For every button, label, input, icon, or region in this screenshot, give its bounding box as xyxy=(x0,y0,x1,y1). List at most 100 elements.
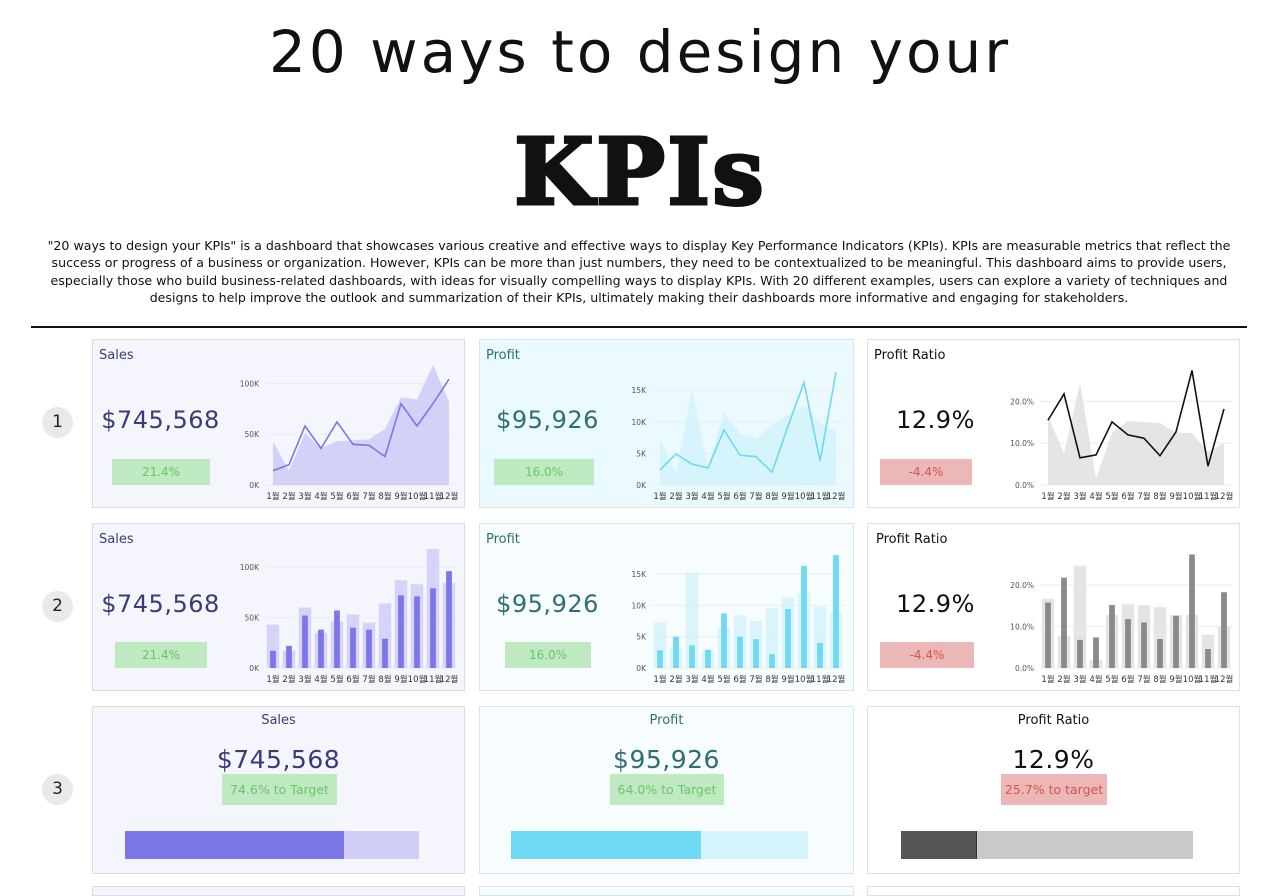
kpi-title: Profit xyxy=(486,532,520,547)
x-tick-label: 6월 xyxy=(1121,674,1134,685)
kpi-value: $745,568 xyxy=(216,745,341,774)
comparison-bar xyxy=(653,622,667,668)
value-bar xyxy=(1045,602,1051,668)
profit-target-card[interactable]: Profit $95,926 64.0% to Target xyxy=(479,706,854,874)
value-bar xyxy=(1061,577,1067,668)
kpi-title: Profit xyxy=(649,713,684,728)
profit-ratio-kpi-card[interactable]: Profit Ratio 12.9% -4.4% 0.0% 10.0% 20.0% 1… xyxy=(867,339,1240,508)
sales-kpi-card[interactable]: Sales $745,568 21.4% 0K 50K 100K 1월 2월 3월 4월 5월… xyxy=(92,523,465,691)
y-tick-label: 10K xyxy=(632,418,648,427)
value-bar xyxy=(817,642,823,668)
target-progress-fill xyxy=(901,831,978,859)
y-tick-label: 0K xyxy=(636,664,647,673)
change-badge: 21.4% xyxy=(112,459,210,485)
value-bar xyxy=(350,627,356,668)
kpi-value: $95,926 xyxy=(496,590,599,618)
x-tick-label: 1월 xyxy=(1041,491,1054,502)
value-bar xyxy=(270,650,276,668)
x-tick-label: 5월 xyxy=(1105,674,1118,685)
y-tick-label: 20.0% xyxy=(1010,581,1034,590)
comparison-bar xyxy=(765,608,779,668)
value-bar xyxy=(286,645,292,668)
row-number-badge: 3 xyxy=(42,774,73,805)
x-tick-label: 1월 xyxy=(266,674,279,685)
value-bar xyxy=(1157,639,1163,668)
x-tick-label: 6월 xyxy=(733,674,746,685)
x-tick-label: 9월 xyxy=(1169,674,1182,685)
change-badge: 21.4% xyxy=(115,642,207,668)
target-badge: 64.0% to Target xyxy=(610,774,724,805)
x-tick-label: 8월 xyxy=(1153,491,1166,502)
value-bar xyxy=(1077,639,1083,668)
kpi-value: 12.9% xyxy=(896,406,975,434)
x-tick-label: 1월 xyxy=(653,674,666,685)
y-tick-label: 10K xyxy=(632,601,648,610)
x-tick-label: 3월 xyxy=(1073,491,1086,502)
kpi-value: $95,926 xyxy=(496,406,599,434)
value-bar xyxy=(334,610,340,668)
x-tick-label: 3월 xyxy=(685,674,698,685)
change-badge: 16.0% xyxy=(494,459,594,485)
x-tick-label: 3월 xyxy=(298,491,311,502)
x-tick-label: 8월 xyxy=(765,674,778,685)
comparison-area xyxy=(1048,382,1224,485)
profit-ratio-kpi-card[interactable]: Profit Ratio 12.9% -4.4% 0.0% 10.0% 20.0% 1… xyxy=(867,523,1240,691)
x-tick-label: 2월 xyxy=(669,491,682,502)
y-tick-label: 0K xyxy=(636,481,647,490)
value-bar xyxy=(366,629,372,668)
profit-ratio-target-card[interactable]: Profit Ratio 12.9% 25.7% to target xyxy=(867,706,1240,874)
y-tick-label: 5K xyxy=(636,449,647,458)
kpi-title: Profit Ratio xyxy=(876,532,948,547)
row-number-badge: 2 xyxy=(42,591,73,622)
target-progress-track xyxy=(511,831,808,859)
value-line xyxy=(1047,370,1225,467)
x-tick-label: 3월 xyxy=(685,491,698,502)
x-tick-label: 10월 xyxy=(795,674,814,685)
x-tick-label: 9월 xyxy=(394,491,407,502)
y-tick-label: 100K xyxy=(240,563,260,572)
value-bar xyxy=(1189,554,1195,668)
x-tick-label: 11월 xyxy=(1199,491,1218,502)
x-tick-label: 4월 xyxy=(314,674,327,685)
value-bar xyxy=(446,571,452,668)
kpi-card-partial xyxy=(479,886,854,896)
x-tick-label: 7월 xyxy=(1137,674,1150,685)
target-progress-track xyxy=(125,831,419,859)
row-number-badge: 1 xyxy=(42,407,73,438)
profit-kpi-card[interactable]: Profit $95,926 16.0% 0K 5K 10K 15K 1월 2월 3월 4월 5… xyxy=(479,339,854,508)
kpi-title: Profit Ratio xyxy=(1017,713,1090,728)
target-progress-fill xyxy=(511,831,702,859)
sales-kpi-card[interactable]: Sales $745,568 21.4% 0K 50K 100K 1월 2월 3월 4월 5월… xyxy=(92,339,465,508)
value-bar xyxy=(1125,619,1131,668)
y-tick-label: 0.0% xyxy=(1015,664,1034,673)
x-tick-label: 2월 xyxy=(1057,674,1070,685)
x-tick-label: 10월 xyxy=(408,674,427,685)
comparison-bar xyxy=(266,624,280,668)
y-tick-label: 10.0% xyxy=(1010,623,1034,632)
page-description: "20 ways to design your KPIs" is a dashb… xyxy=(47,238,1231,306)
x-tick-label: 7월 xyxy=(749,674,762,685)
page-title-kpis: KPIs xyxy=(513,117,766,228)
x-tick-label: 7월 xyxy=(362,674,375,685)
profit-kpi-card[interactable]: Profit $95,926 16.0% 0K 5K 10K 15K 1월 2월 3월 4월 5… xyxy=(479,523,854,691)
y-tick-label: 15K xyxy=(632,386,648,395)
kpi-title: Sales xyxy=(99,532,134,547)
x-tick-label: 9월 xyxy=(1169,491,1182,502)
kpi-title: Profit xyxy=(486,348,520,363)
x-tick-label: 4월 xyxy=(701,491,714,502)
x-tick-label: 8월 xyxy=(1153,674,1166,685)
kpi-card-partial xyxy=(867,886,1240,896)
sales-target-card[interactable]: Sales $745,568 74.6% to Target xyxy=(92,706,465,874)
x-tick-label: 5월 xyxy=(330,491,343,502)
x-tick-label: 12월 xyxy=(1215,674,1234,685)
value-bar xyxy=(737,636,743,668)
x-tick-label: 1월 xyxy=(1041,674,1054,685)
x-tick-label: 5월 xyxy=(330,674,343,685)
y-tick-label: 10.0% xyxy=(1010,439,1034,448)
value-bar xyxy=(705,649,711,668)
x-tick-label: 9월 xyxy=(781,674,794,685)
kpi-value: 12.9% xyxy=(1012,745,1095,774)
